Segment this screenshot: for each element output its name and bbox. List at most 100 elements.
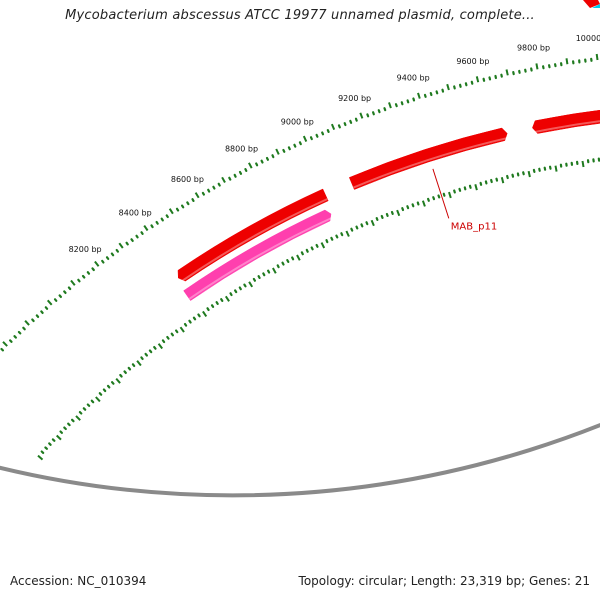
inner-tick-ring-tick — [320, 242, 326, 249]
outer-tick-ring-tick — [282, 148, 286, 153]
tick-label: 9800 bp — [517, 44, 550, 53]
outer-tick-ring-tick — [265, 156, 269, 161]
outer-tick-ring-tick — [326, 129, 330, 133]
gene-arrow-MAB_p12 — [532, 109, 600, 134]
inner-tick-ring-tick — [532, 168, 536, 173]
inner-tick-ring-tick — [59, 430, 64, 434]
inner-tick-ring-tick — [115, 377, 121, 384]
inner-tick-ring-tick — [224, 295, 230, 302]
inner-tick-ring-tick — [90, 399, 95, 404]
outer-tick-ring-tick — [135, 234, 139, 239]
gene-label-leader — [432, 168, 450, 219]
outer-tick-ring-tick — [330, 123, 336, 130]
outer-tick-ring-tick — [191, 198, 195, 202]
tick-label: 9400 bp — [397, 74, 430, 83]
inner-tick-ring-tick — [148, 349, 153, 354]
outer-tick-ring-tick — [366, 113, 370, 118]
outer-tick-ring-tick — [359, 112, 364, 119]
inner-tick-ring-tick — [95, 396, 101, 403]
outer-tick-ring-tick — [115, 248, 120, 253]
inner-tick-ring-tick — [78, 411, 83, 415]
outer-tick-ring-tick — [150, 224, 154, 229]
outer-tick-ring-tick — [337, 124, 341, 129]
inner-tick-ring-tick — [82, 407, 87, 411]
gene-shading — [533, 120, 600, 134]
inner-tick-ring-tick — [281, 261, 285, 266]
outer-tick-ring-tick — [63, 290, 67, 294]
gene-shading — [188, 216, 334, 300]
inner-tick-ring-tick — [197, 313, 201, 318]
inner-tick-ring-tick — [335, 234, 339, 239]
inner-tick-ring-tick — [500, 177, 505, 184]
outer-tick-ring-tick — [81, 274, 86, 279]
outer-tick-ring-tick — [275, 148, 280, 155]
outer-tick-ring-tick — [53, 298, 58, 302]
inner-tick-ring-tick — [495, 177, 499, 182]
outer-tick-ring-tick — [2, 341, 8, 347]
inner-tick-ring-tick — [310, 246, 314, 251]
accession-text: Accession: NC_010394 — [10, 574, 147, 588]
inner-tick-ring-tick — [390, 210, 394, 215]
outer-tick-ring-tick — [125, 241, 129, 246]
outer-tick-ring-tick — [293, 143, 297, 148]
inner-tick-ring-tick — [355, 225, 359, 230]
outer-tick-ring-tick — [388, 102, 392, 109]
outer-tick-ring-tick — [67, 286, 72, 291]
inner-tick-ring-tick — [248, 281, 254, 288]
outer-tick-ring-tick — [186, 201, 190, 206]
inner-tick-ring-tick — [106, 384, 111, 389]
inner-tick-ring-tick — [144, 352, 148, 357]
inner-tick-ring-tick — [401, 207, 405, 212]
inner-tick-ring-tick — [581, 160, 585, 168]
outer-tick-ring-tick — [77, 278, 81, 283]
inner-tick-ring-tick — [51, 438, 56, 442]
inner-tick-ring-tick — [192, 316, 197, 321]
inner-tick-ring-tick — [238, 286, 242, 291]
inner-tick-ring-tick — [432, 196, 436, 201]
inner-tick-ring-tick — [286, 259, 290, 263]
edge-gene-fragment — [583, 0, 600, 8]
inner-tick-ring-tick — [522, 171, 525, 176]
inner-tick-ring-tick — [365, 221, 369, 226]
outer-tick-ring-tick — [298, 141, 302, 146]
outer-tick-ring-tick — [238, 170, 243, 175]
inner-tick-ring-tick — [350, 227, 354, 232]
outer-tick-ring-tick — [475, 76, 480, 83]
inner-tick-ring-tick — [375, 217, 379, 221]
summary-text: Topology: circular; Length: 23,319 bp; G… — [298, 574, 590, 588]
inner-tick-ring-tick — [330, 236, 334, 241]
outer-tick-ring-tick — [221, 176, 226, 183]
gene-arrow-feature-1 — [177, 188, 329, 282]
gene-arrow-feature-2 — [183, 209, 332, 301]
outer-tick-ring-tick — [118, 242, 124, 249]
outer-tick-ring-tick — [406, 99, 410, 104]
inner-tick-ring-tick — [229, 292, 233, 297]
inner-tick-ring-tick — [75, 415, 81, 421]
outer-tick-ring-tick — [309, 136, 313, 141]
inner-tick-ring-tick — [272, 267, 277, 274]
outer-tick-ring-tick — [212, 185, 216, 190]
tick-label: 9600 bp — [456, 57, 489, 66]
outer-tick-ring-tick — [17, 330, 22, 335]
outer-tick-ring-tick — [244, 168, 248, 172]
outer-tick-ring-tick — [482, 77, 486, 82]
inner-tick-ring-tick — [179, 326, 185, 333]
outer-tick-ring-tick — [417, 92, 421, 99]
backbone-circle — [0, 422, 600, 498]
outer-tick-ring-tick — [595, 53, 599, 61]
gene-shading — [353, 136, 509, 189]
tick-label: 8400 bp — [119, 208, 152, 217]
inner-tick-ring-tick — [345, 230, 350, 237]
inner-tick-ring-tick — [243, 283, 247, 288]
inner-tick-ring-tick — [44, 446, 49, 450]
outer-tick-ring-tick — [400, 101, 404, 106]
gene-shading — [180, 198, 328, 283]
outer-tick-ring-tick — [58, 294, 63, 298]
inner-tick-ring-tick — [206, 307, 210, 312]
inner-tick-ring-tick — [305, 248, 309, 253]
outer-tick-ring-tick — [22, 326, 26, 331]
inner-tick-ring-tick — [490, 178, 493, 184]
tick-label: 8800 bp — [225, 145, 258, 154]
